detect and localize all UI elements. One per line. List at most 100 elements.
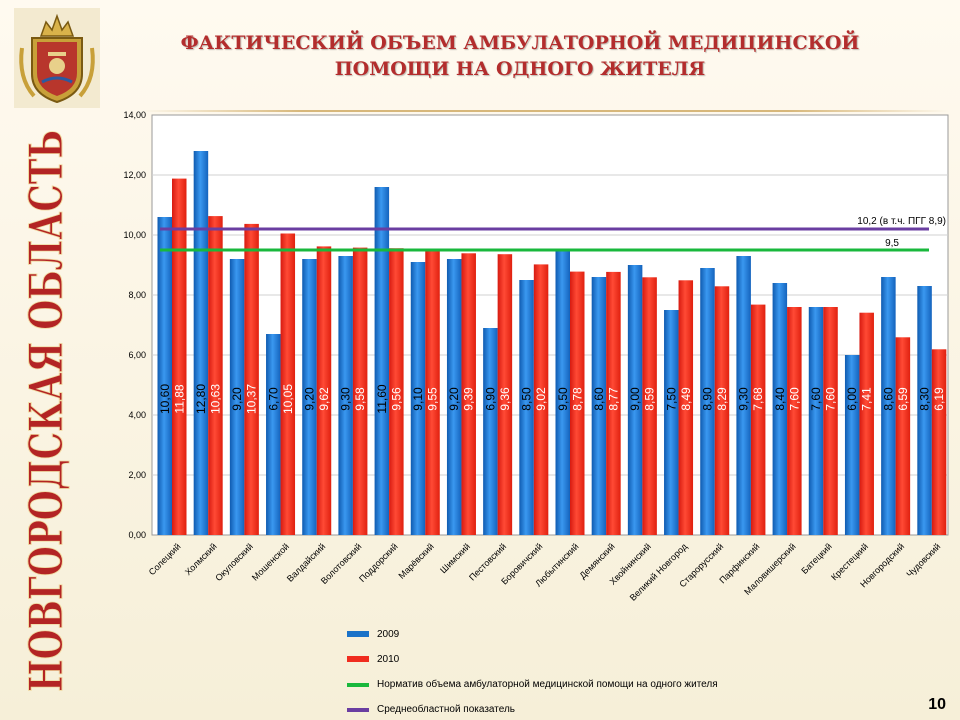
data-label-2010: 10,37: [245, 384, 259, 414]
data-label-2010: 10,05: [281, 384, 295, 414]
y-tick-label: 14,00: [123, 110, 146, 120]
bar-2010: [425, 248, 440, 535]
x-tick-label: Холмский: [183, 541, 219, 577]
bar-2009: [193, 151, 209, 535]
data-label-2010: 6,19: [932, 387, 946, 411]
y-tick-label: 8,00: [128, 290, 146, 300]
data-label-2009: 9,00: [628, 387, 642, 411]
bar-2009: [157, 217, 172, 535]
legend-label-2009: 2009: [377, 629, 400, 640]
data-label-2009: 9,20: [230, 387, 244, 411]
data-label-2009: 6,90: [483, 387, 497, 411]
page-title-line-2: ПОМОЩИ НА ОДНОГО ЖИТЕЛЯ: [334, 58, 706, 80]
data-label-2010: 8,78: [570, 387, 584, 411]
data-label-2009: 8,90: [700, 387, 714, 411]
x-tick-label: Солецкий: [147, 541, 183, 577]
bar-2010: [570, 271, 585, 535]
bar-2010: [172, 178, 187, 535]
data-label-2010: 9,02: [534, 387, 548, 411]
data-label-2010: 8,29: [715, 387, 729, 411]
norm-line-label: 9,5: [885, 238, 899, 249]
bar-2010: [750, 304, 766, 535]
legend-label-norm: Норматив объема амбулаторной медицинской…: [377, 679, 718, 690]
legend-line-norm: [347, 683, 369, 687]
data-label-2010: 9,62: [317, 387, 331, 411]
data-label-2010: 9,56: [389, 387, 403, 411]
bar-2010: [352, 247, 368, 535]
data-label-2010: 8,77: [606, 387, 620, 411]
bar-2010: [678, 280, 694, 535]
y-tick-label: 12,00: [123, 170, 146, 180]
bar-2010: [895, 337, 911, 535]
bar-2010: [823, 307, 838, 535]
data-label-2009: 11,60: [375, 384, 389, 413]
bar-2010: [208, 216, 223, 535]
data-label-2010: 6,59: [896, 387, 910, 411]
bar-2010: [931, 349, 947, 535]
legend-line-average: [347, 708, 369, 712]
bar-2009: [555, 250, 570, 535]
data-label-2009: 9,10: [411, 387, 425, 411]
bar-2010: [316, 246, 332, 535]
bar-2009: [410, 262, 426, 535]
bar-2010: [497, 254, 513, 535]
coat-of-arms-icon: [14, 8, 100, 108]
bar-2009: [844, 355, 860, 535]
data-label-2009: 6,00: [845, 387, 859, 411]
data-label-2009: 8,50: [520, 387, 534, 411]
bar-2010: [859, 312, 874, 535]
data-label-2009: 9,50: [556, 387, 570, 411]
x-tick-label: Марёвский: [396, 541, 435, 580]
bar-2010: [244, 223, 259, 535]
y-tick-label: 4,00: [128, 410, 146, 420]
average-line-label: 10,2 (в т.ч. ПГГ 8,9): [857, 216, 946, 227]
vertical-region-title: НОВГОРОДСКАЯ ОБЛАСТЬ: [19, 130, 74, 693]
legend-swatch-2009: [347, 631, 369, 637]
data-label-2010: 7,41: [860, 387, 874, 411]
y-tick-label: 2,00: [128, 470, 146, 480]
y-tick-label: 10,00: [123, 230, 146, 240]
bar-2010: [642, 277, 657, 535]
legend-swatch-2010: [347, 656, 369, 662]
bar-2009: [664, 310, 679, 535]
x-tick-label: Чудовский: [904, 541, 942, 579]
bar-2010: [389, 248, 404, 535]
data-label-2009: 9,30: [339, 387, 353, 411]
bar-2009: [627, 265, 643, 535]
data-label-2009: 9,30: [737, 387, 751, 411]
bar-2009: [881, 277, 896, 535]
data-label-2010: 9,36: [498, 387, 512, 411]
data-label-2009: 8,40: [773, 387, 787, 411]
bar-2010: [461, 253, 476, 536]
data-label-2010: 7,60: [787, 387, 801, 411]
data-label-2009: 12,80: [194, 384, 208, 414]
data-label-2010: 9,39: [462, 387, 476, 411]
bar-2009: [519, 280, 534, 535]
x-tick-label: Поддорский: [357, 541, 400, 584]
bar-2010: [606, 271, 621, 535]
y-tick-label: 0,00: [128, 530, 146, 540]
legend-label-average: Среднеобластной показатель: [377, 704, 515, 715]
bar-2009: [266, 334, 281, 535]
bar-2009: [229, 259, 245, 535]
data-label-2009: 8,60: [592, 387, 606, 411]
data-label-2009: 7,50: [664, 387, 678, 411]
bar-2009: [374, 187, 390, 535]
x-tick-label: Окуловский: [213, 541, 255, 583]
data-label-2009: 9,20: [302, 387, 316, 411]
bar-2010: [714, 286, 730, 535]
bar-2009: [302, 259, 317, 535]
data-label-2009: 8,60: [881, 387, 895, 411]
x-tick-label: Шимский: [438, 541, 472, 575]
bar-2009: [736, 256, 751, 535]
page-title: ФАКТИЧЕСКИЙ ОБЪЕМ АМБУЛАТОРНОЙ МЕДИЦИНСК…: [150, 30, 890, 82]
bar-2010: [533, 264, 549, 535]
vertical-title-text: НОВГОРОДСКАЯ ОБЛАСТЬ: [19, 130, 73, 692]
data-label-2010: 8,49: [679, 387, 693, 411]
data-label-2010: 11,88: [172, 384, 186, 413]
data-label-2010: 9,55: [426, 387, 440, 411]
data-label-2010: 9,58: [353, 387, 367, 411]
data-label-2009: 9,20: [447, 387, 461, 411]
data-label-2009: 7,60: [809, 387, 823, 411]
